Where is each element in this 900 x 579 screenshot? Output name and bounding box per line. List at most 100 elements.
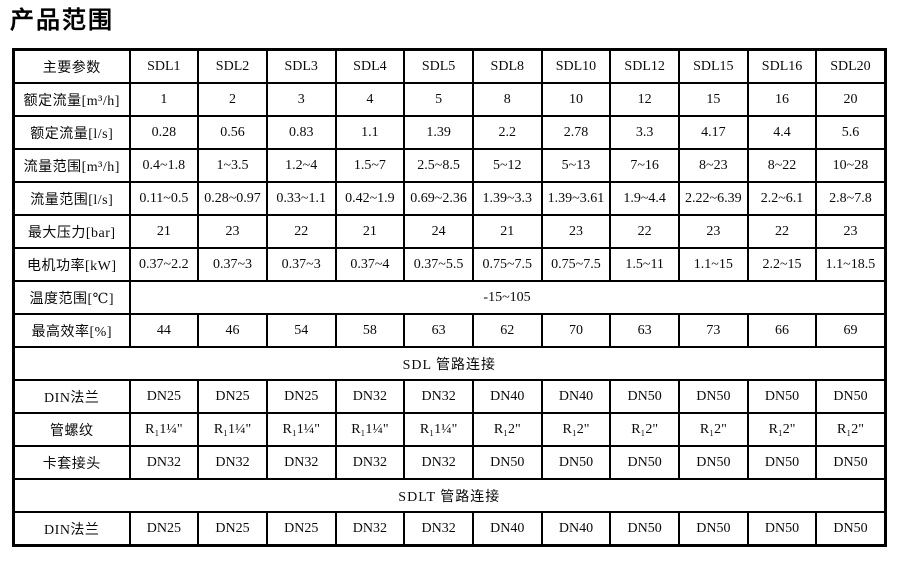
value-cell-sdl4: 4 (334, 82, 406, 117)
value-cell-sdl3: 0.33~1.1 (265, 181, 337, 216)
value-cell-sdl15: DN50 (678, 379, 749, 414)
value-cell-sdl15: 15 (678, 82, 749, 117)
product-range-table: 主要参数 SDL1 SDL2 SDL3 SDL4 SDL5 SDL8 SDL10 SDL12 SD… (12, 48, 887, 547)
value-cell-sdl5: 63 (403, 313, 474, 348)
section-label: SDL 管路连接 (12, 346, 887, 381)
value-cell-sdl8: 0.75~7.5 (471, 247, 543, 282)
value-cell-sdl1: DN25 (128, 511, 200, 547)
value-cell-sdl10: 10 (540, 82, 612, 117)
value-cell-sdl8: 62 (471, 313, 543, 348)
table-row-2: 流量范围[m³/h] 0.4~1.8 1~3.5 1.2~4 1.5~7 2.5~8.5 5… (12, 148, 887, 183)
value-cell-sdl15: R₁2" (678, 412, 749, 447)
value-cell-sdl3: 22 (265, 214, 337, 249)
value-cell-sdl2: 0.28~0.97 (197, 181, 268, 216)
value-cell-sdl1: DN25 (128, 379, 200, 414)
value-cell-sdl3: 0.83 (265, 115, 337, 150)
table-row-3: 流量范围[l/s] 0.11~0.5 0.28~0.97 0.33~1.1 0.42~1… (12, 181, 887, 216)
value-cell-sdl2: 46 (197, 313, 268, 348)
value-cell-sdl15: 8~23 (678, 148, 749, 183)
value-cell-sdl1: 21 (128, 214, 200, 249)
value-cell-sdl4: 1.5~7 (334, 148, 406, 183)
value-cell-sdl1: 0.28 (128, 115, 200, 150)
row-label: DIN法兰 (12, 511, 131, 547)
page-title: 产品范围 (10, 7, 114, 34)
value-cell-sdl15: 23 (678, 214, 749, 249)
value-cell-sdl3: R₁1¼" (265, 412, 337, 447)
value-cell-sdl16: DN50 (746, 511, 818, 547)
column-header-sdl15: SDL15 (678, 48, 749, 84)
value-cell-sdl10: 5~13 (540, 148, 612, 183)
value-cell-sdl16: 66 (746, 313, 818, 348)
value-cell-sdl16: 4.4 (746, 115, 818, 150)
value-cell-sdl12: 1.5~11 (609, 247, 680, 282)
value-cell-sdl16: 22 (746, 214, 818, 249)
column-header-sdl4: SDL4 (334, 48, 406, 84)
value-cell-sdl20: 1.1~18.5 (815, 247, 887, 282)
value-cell-sdl1: 0.11~0.5 (128, 181, 200, 216)
value-cell-sdl8: 8 (471, 82, 543, 117)
value-cell-sdl16: DN50 (746, 379, 818, 414)
value-cell-sdl3: 0.37~3 (265, 247, 337, 282)
value-cell-sdl15: DN50 (678, 511, 749, 547)
value-cell-sdl1: DN32 (128, 445, 200, 480)
value-cell-sdl5: 0.37~5.5 (403, 247, 474, 282)
section-label: SDLT 管路连接 (12, 478, 887, 513)
value-cell-sdl5: 5 (403, 82, 474, 117)
value-cell-sdl20: DN50 (815, 445, 887, 480)
value-cell-sdl20: 23 (815, 214, 887, 249)
row-label: 流量范围[m³/h] (12, 148, 131, 183)
value-cell-sdl12: 1.9~4.4 (609, 181, 680, 216)
table-row-6: 温度范围[℃] -15~105 (12, 280, 887, 315)
table-row-0: 额定流量[m³/h] 1 2 3 4 5 8 10 12 15 16 20 (12, 82, 887, 117)
value-cell-sdl12: DN50 (609, 445, 680, 480)
row-label: 流量范围[l/s] (12, 181, 131, 216)
table-row-12: SDLT 管路连接 (12, 478, 887, 513)
row-label: 额定流量[l/s] (12, 115, 131, 150)
value-cell-sdl5: DN32 (403, 379, 474, 414)
column-header-sdl12: SDL12 (609, 48, 680, 84)
value-cell-sdl8: 21 (471, 214, 543, 249)
value-cell-sdl20: 10~28 (815, 148, 887, 183)
value-cell-sdl2: 1~3.5 (197, 148, 268, 183)
table-row-8: SDL 管路连接 (12, 346, 887, 381)
column-header-sdl3: SDL3 (265, 48, 337, 84)
value-cell-sdl2: 23 (197, 214, 268, 249)
value-cell-sdl16: 2.2~15 (746, 247, 818, 282)
value-cell-sdl8: DN40 (471, 511, 543, 547)
row-label: 管螺纹 (12, 412, 131, 447)
value-cell-sdl8: R₁2" (471, 412, 543, 447)
value-cell-sdl12: DN50 (609, 379, 680, 414)
table-row-7: 最高效率[%] 44 46 54 58 63 62 70 63 73 66 69 (12, 313, 887, 348)
value-cell-sdl8: DN50 (471, 445, 543, 480)
value-cell-sdl3: DN32 (265, 445, 337, 480)
value-cell-sdl8: 1.39~3.3 (471, 181, 543, 216)
value-cell-sdl1: 0.37~2.2 (128, 247, 200, 282)
table-row-9: DIN法兰 DN25 DN25 DN25 DN32 DN32 DN40 DN40 DN50 DN5… (12, 379, 887, 414)
value-cell-sdl2: 0.56 (197, 115, 268, 150)
value-cell-sdl4: 1.1 (334, 115, 406, 150)
row-label: 最大压力[bar] (12, 214, 131, 249)
value-cell-sdl4: DN32 (334, 379, 406, 414)
table-header-row: 主要参数 SDL1 SDL2 SDL3 SDL4 SDL5 SDL8 SDL10 SDL12 SD… (12, 48, 887, 84)
column-header-sdl5: SDL5 (403, 48, 474, 84)
value-cell-sdl20: R₁2" (815, 412, 887, 447)
params-header-cell: 主要参数 (12, 48, 131, 84)
value-cell-sdl16: 2.2~6.1 (746, 181, 818, 216)
value-cell-sdl3: DN25 (265, 511, 337, 547)
value-cell-sdl5: 2.5~8.5 (403, 148, 474, 183)
table-row-5: 电机功率[kW] 0.37~2.2 0.37~3 0.37~3 0.37~4 0.37~5… (12, 247, 887, 282)
value-cell-sdl4: 21 (334, 214, 406, 249)
value-cell-sdl3: 3 (265, 82, 337, 117)
value-cell-sdl5: 0.69~2.36 (403, 181, 474, 216)
value-cell-sdl16: 8~22 (746, 148, 818, 183)
row-label: DIN法兰 (12, 379, 131, 414)
value-cell-sdl1: 0.4~1.8 (128, 148, 200, 183)
value-cell-sdl3: 54 (265, 313, 337, 348)
value-cell-sdl10: R₁2" (540, 412, 612, 447)
value-cell-sdl15: 4.17 (678, 115, 749, 150)
row-label: 额定流量[m³/h] (12, 82, 131, 117)
value-cell-sdl4: DN32 (334, 511, 406, 547)
row-label: 电机功率[kW] (12, 247, 131, 282)
value-cell-sdl20: 20 (815, 82, 887, 117)
